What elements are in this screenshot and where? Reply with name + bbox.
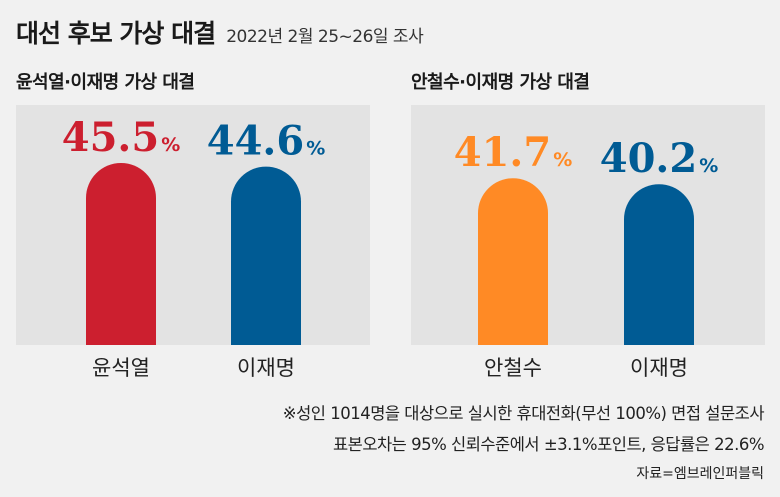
right-value-label-1: 40.2% bbox=[600, 135, 718, 182]
right-bar-1 bbox=[624, 184, 694, 345]
left-value-label-0: 45.5% bbox=[62, 114, 180, 161]
charts-svg: 45.5 % 윤석열 44.6 % 이재명 41.7 % 안철수 40.2 % 이재명 bbox=[0, 0, 780, 400]
left-bar-1 bbox=[231, 167, 301, 345]
right-category-label-0: 안철수 bbox=[484, 356, 542, 380]
source-note: 자료=엠브레인퍼블릭 bbox=[636, 463, 764, 483]
margin-of-error-note: 표본오차는 95% 신뢰수준에서 ±3.1%포인트, 응답률은 22.6% bbox=[333, 431, 764, 455]
left-category-label-0: 윤석열 bbox=[92, 356, 150, 380]
right-bar-0 bbox=[478, 178, 548, 345]
left-bar-0 bbox=[86, 163, 156, 345]
left-value-label-1: 44.6% bbox=[207, 118, 325, 165]
survey-method-note: ※성인 1014명을 대상으로 실시한 휴대전화(무선 100%) 면접 설문조… bbox=[283, 400, 764, 424]
left-category-label-1: 이재명 bbox=[237, 356, 295, 380]
right-category-label-1: 이재명 bbox=[630, 356, 688, 380]
right-value-label-0: 41.7% bbox=[454, 129, 572, 176]
